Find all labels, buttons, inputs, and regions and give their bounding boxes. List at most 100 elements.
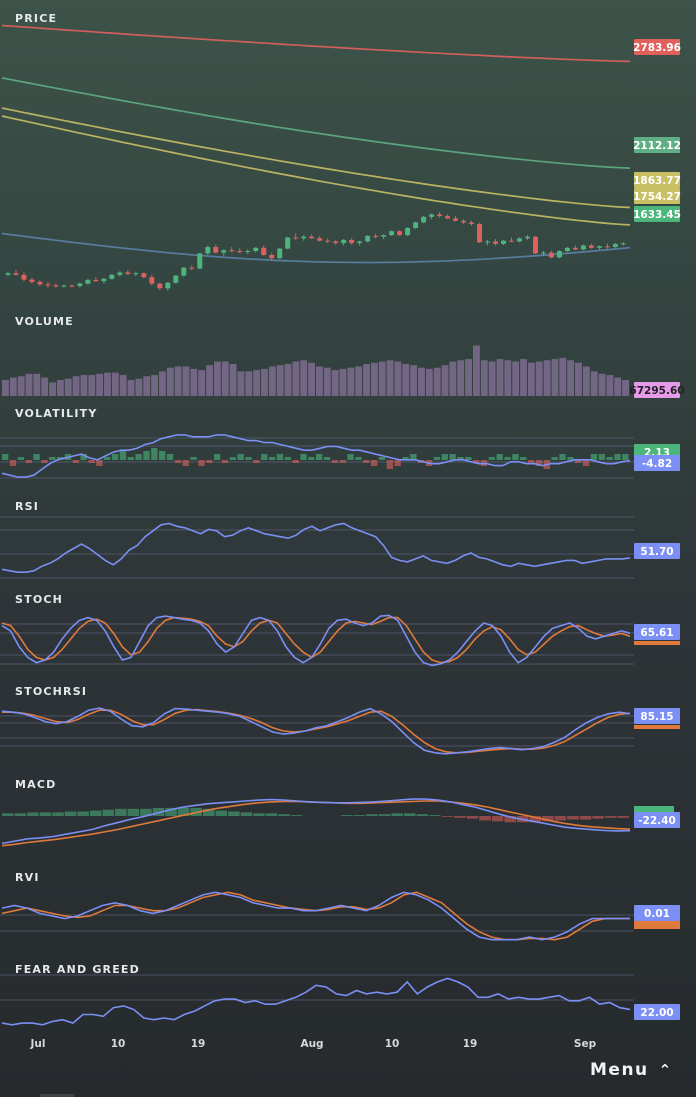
volume-bar [143, 376, 151, 396]
candle-body [21, 274, 27, 280]
volatility-histogram-bar [323, 457, 331, 460]
volume-bar [316, 366, 323, 396]
price-label-1-bg [634, 137, 680, 153]
price-label-3-bg [634, 188, 680, 204]
volume-bar [488, 361, 496, 396]
volume-bar [88, 375, 96, 396]
x-axis-tick-label: 19 [191, 1038, 206, 1050]
macd-histogram-bar [278, 814, 290, 816]
macd-histogram-bar [77, 811, 89, 816]
candle-body [165, 282, 171, 289]
candle-body [237, 251, 243, 252]
candle-body [317, 238, 323, 241]
volume-bar [614, 377, 622, 396]
volume-bar [457, 360, 465, 396]
macd-histogram-bar [441, 816, 454, 817]
volatility-histogram-bar [606, 457, 613, 460]
volatility-histogram-bar [433, 457, 441, 460]
candle-body [213, 247, 219, 253]
candle-body [301, 236, 307, 239]
volume-bar [473, 345, 480, 396]
stochrsi-k-line [1, 707, 631, 755]
volume-bar [339, 368, 347, 396]
volume-bar [504, 360, 512, 396]
volume-bar [527, 362, 535, 396]
macd-label-bg [634, 812, 680, 828]
macd-histogram-bar [479, 816, 491, 821]
volume-bar [119, 375, 127, 396]
candle-body [101, 278, 107, 282]
volatility-histogram-bar [496, 454, 503, 460]
volume-bar [25, 373, 33, 396]
volatility-histogram-bar [316, 454, 323, 460]
macd-histogram-bar [290, 815, 303, 816]
candle-body [229, 250, 235, 252]
rvi-label: 0.01 [644, 908, 670, 920]
volume-bar [433, 367, 441, 396]
volume-bar [292, 361, 300, 396]
candle-body [509, 240, 515, 242]
volatility-histogram-bar [49, 457, 56, 460]
candle-body [77, 283, 83, 286]
candle-body [469, 222, 475, 224]
candle-body [596, 246, 602, 248]
volatility-histogram-bar [2, 454, 9, 460]
panel-title-price: PRICE [15, 12, 58, 25]
panel-title-rvi: RVI [15, 871, 40, 884]
candle-body [373, 235, 379, 237]
macd-histogram-bar [240, 812, 253, 816]
candle-body [277, 248, 283, 259]
candle-body [157, 283, 163, 289]
candle-body [205, 247, 211, 254]
candle-body [117, 272, 123, 275]
volume-bar [480, 360, 488, 396]
macd-histogram-bar [89, 810, 102, 816]
candle-body [572, 247, 578, 250]
candle-body [532, 236, 538, 254]
volume-bar [598, 373, 606, 396]
volatility-histogram-bar [535, 460, 543, 466]
volatility-histogram-bar [473, 460, 480, 463]
macd-histogram-bar [140, 808, 152, 816]
volatility-histogram-bar [253, 460, 260, 463]
volume-bar [221, 361, 229, 396]
x-axis-tick-label: 10 [385, 1038, 400, 1050]
volatility-histogram-bar [292, 460, 299, 463]
volatility-histogram-bar [559, 454, 566, 460]
volatility-histogram-bar [127, 457, 134, 460]
volume-bar [237, 371, 245, 396]
candle-body [85, 279, 91, 284]
macd-histogram-bar [2, 813, 14, 816]
candle-body [612, 243, 618, 248]
candle-body [620, 243, 626, 245]
volume-bar [425, 368, 433, 396]
candle-body [149, 277, 155, 284]
volatility-histogram-bar [284, 457, 291, 460]
volatility-histogram-bar [25, 460, 32, 463]
macd-histogram-bar [39, 812, 52, 816]
macd-histogram-bar [391, 813, 403, 816]
macd-histogram-bar [228, 811, 240, 816]
volatility-histogram-bar [402, 457, 409, 460]
fear-greed-label-bg [634, 1004, 680, 1020]
macd-histogram-bar [592, 816, 604, 819]
candle-body [269, 254, 275, 259]
bottom-scroll-indicator [40, 1094, 74, 1097]
volume-bar [606, 375, 614, 396]
stoch-label: 65.61 [640, 627, 673, 639]
volume-bar [575, 362, 582, 396]
volatility-label-main: -4.82 [642, 458, 672, 470]
ma-line-ma20 [1, 232, 631, 264]
volume-bar [363, 363, 370, 396]
volatility-histogram-bar [72, 460, 79, 463]
menu-button[interactable]: Menu ⌃ [590, 1060, 673, 1080]
stoch-d-marker [634, 641, 680, 645]
volume-bar [198, 370, 206, 396]
volatility-histogram-bar [182, 460, 189, 466]
macd-histogram-bar [177, 807, 190, 816]
volume-bar [229, 363, 237, 396]
volatility-histogram-bar [465, 457, 472, 460]
macd-histogram-marker [634, 806, 674, 812]
macd-histogram-bar [215, 810, 228, 816]
